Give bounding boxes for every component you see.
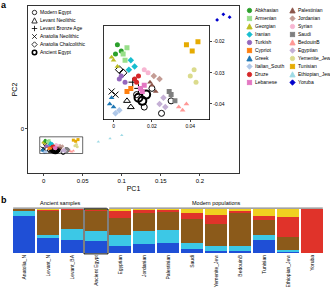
svg-text:Levant_BA: Levant_BA — [69, 254, 75, 279]
svg-text:0: 0 — [21, 126, 25, 132]
html-text:Italian_South: Italian_South — [255, 63, 285, 69]
html-text:Ancient Egypt: Ancient Egypt — [40, 49, 71, 55]
svg-text:0: 0 — [42, 178, 46, 184]
svg-text:Palestinian: Palestinian — [165, 255, 171, 280]
svg-text:PC2: PC2 — [11, 83, 18, 97]
html-text:Armenian: Armenian — [255, 15, 277, 21]
svg-text:0.02: 0.02 — [147, 123, 157, 129]
svg-text:Ethiopian_Jew: Ethiopian_Jew — [285, 255, 291, 288]
svg-text:Yemenite_Jew: Yemenite_Jew — [213, 255, 219, 288]
html-text:Egyptian: Egyptian — [298, 47, 318, 53]
html-text:Greek: Greek — [255, 55, 269, 61]
html-text:Druze: Druze — [255, 71, 269, 77]
svg-text:Saudi: Saudi — [189, 255, 195, 268]
html-text:Turkish: Turkish — [255, 39, 272, 45]
svg-text:Yoruba: Yoruba — [309, 255, 315, 271]
html-text:Georgian: Georgian — [255, 23, 276, 29]
html-text:Yemenite_Jew: Yemenite_Jew — [298, 55, 330, 61]
html-text:Syrian: Syrian — [298, 23, 313, 29]
svg-text:Anatolia_N: Anatolia_N — [21, 255, 27, 280]
html-text:Anatolia Neolithic: Anatolia Neolithic — [40, 33, 79, 39]
html-text:Ethiopian_Jew: Ethiopian_Jew — [298, 71, 330, 77]
html-text:Palestinian: Palestinian — [298, 7, 323, 13]
svg-text:Ancient samples: Ancient samples — [40, 200, 81, 206]
svg-text:BedouinB: BedouinB — [237, 254, 243, 276]
svg-text:Egyptian: Egyptian — [117, 255, 123, 275]
svg-text:Modern populations: Modern populations — [192, 200, 241, 206]
svg-text:Jordanian: Jordanian — [141, 255, 147, 277]
html-text:Jordanian: Jordanian — [298, 15, 320, 21]
svg-text:PC1: PC1 — [127, 185, 141, 192]
html-text:Levant Neolithic: Levant Neolithic — [40, 17, 76, 23]
svg-text:0: 0 — [112, 123, 115, 129]
html-text:Levant Bronze Age: Levant Bronze Age — [40, 25, 83, 31]
svg-text:Ancient Egypt: Ancient Egypt — [93, 254, 99, 285]
html-text:b: b — [1, 195, 7, 205]
html-text:Saudi: Saudi — [298, 31, 311, 37]
svg-text:-0.03: -0.03 — [213, 70, 225, 76]
svg-text:-0.04: -0.04 — [213, 101, 225, 107]
svg-text:0.2: 0.2 — [196, 178, 205, 184]
svg-text:Levant_N: Levant_N — [45, 255, 51, 277]
html-text:Modern Egypt: Modern Egypt — [40, 9, 72, 15]
svg-text:-0.02: -0.02 — [213, 38, 225, 44]
svg-text:0.15: 0.15 — [155, 178, 167, 184]
html-text:Tunisian: Tunisian — [298, 63, 317, 69]
svg-text:0.04: 0.04 — [185, 123, 195, 129]
html-text:Abkhasian: Abkhasian — [255, 7, 279, 13]
svg-text:0.05: 0.05 — [77, 178, 89, 184]
html-text:BedouinB: BedouinB — [298, 39, 320, 45]
svg-text:0.1: 0.1 — [118, 178, 127, 184]
html-text:Iranian: Iranian — [255, 31, 271, 37]
html-text:Cypriot: Cypriot — [255, 47, 271, 53]
html-text:Yoruba: Yoruba — [298, 79, 314, 85]
html-text:Lebanese: Lebanese — [255, 79, 277, 85]
html-text:Anatolia Chalcolithic: Anatolia Chalcolithic — [40, 41, 85, 47]
svg-text:Tunisian: Tunisian — [261, 255, 267, 274]
html-text:a: a — [1, 0, 6, 10]
